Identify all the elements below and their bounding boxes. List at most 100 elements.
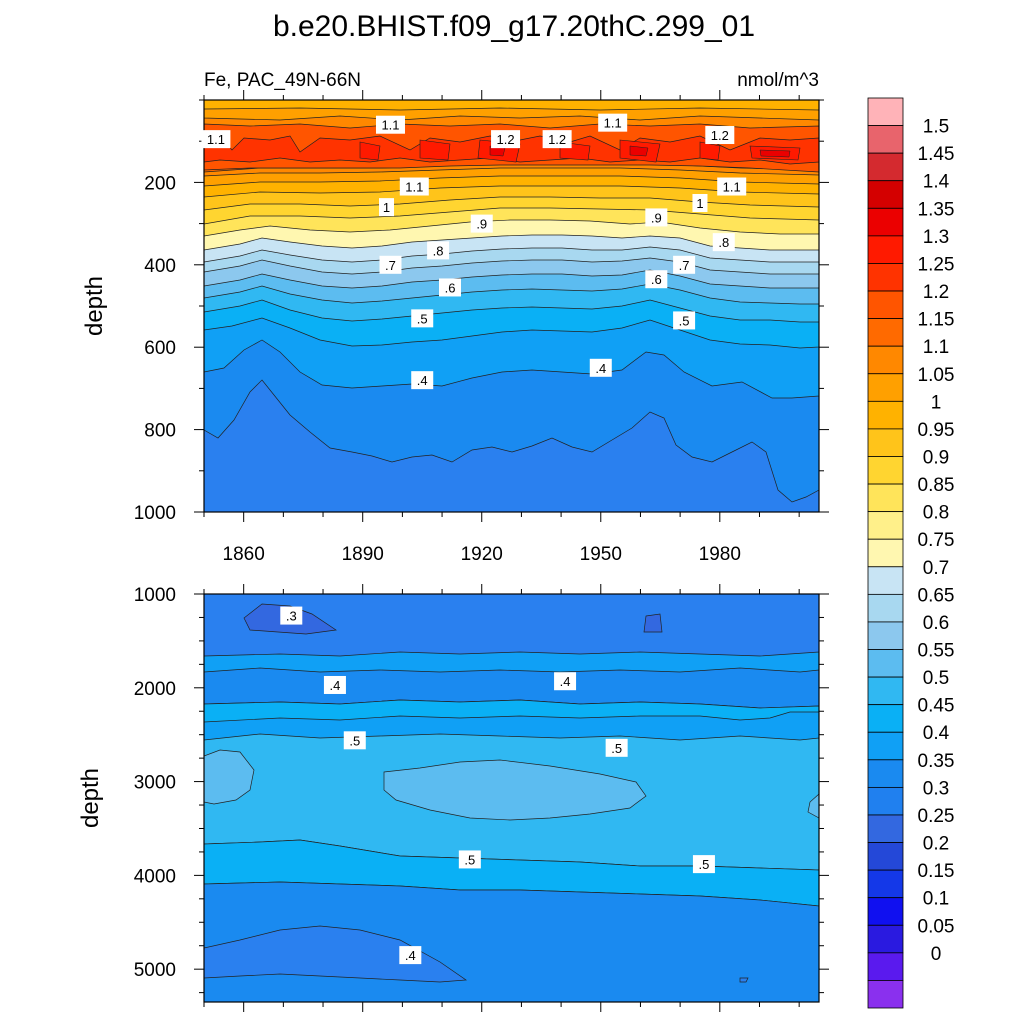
contour-label-box bbox=[399, 946, 422, 965]
contour-label-box bbox=[673, 311, 696, 330]
colorbar-level-label: 1.4 bbox=[923, 172, 950, 193]
upper-band-1.1-top bbox=[204, 100, 819, 111]
contour-label-text: .9 bbox=[651, 210, 662, 225]
colorbar-swatch bbox=[867, 593, 904, 623]
contour-label: .5 bbox=[692, 855, 715, 874]
contour-label-box bbox=[439, 278, 461, 297]
colorbar-level-label: 1.3 bbox=[923, 227, 949, 248]
contour-label-box bbox=[645, 208, 668, 227]
contour-label: 1.1 bbox=[201, 130, 231, 149]
contour-label-box bbox=[542, 130, 572, 149]
chart-title: b.e20.BHIST.f09_g17.20thC.299_01 bbox=[273, 10, 755, 43]
contour-label-box bbox=[491, 130, 521, 149]
colorbar-swatch bbox=[867, 676, 904, 706]
variable-label: Fe, PAC_49N-66N bbox=[204, 70, 361, 91]
contour-label: .6 bbox=[439, 278, 461, 297]
colorbar-level-label: 0.3 bbox=[923, 778, 949, 799]
contour-label: 1.2 bbox=[542, 130, 572, 149]
contour-label-box bbox=[717, 177, 747, 196]
contour-label-box bbox=[554, 672, 577, 691]
colorbar-swatch bbox=[867, 97, 904, 126]
y-tick-label: 3000 bbox=[134, 773, 176, 794]
upper-panel: 200 400 600 800 1000 1860 1890 1920 1950 1980 de… bbox=[81, 90, 829, 565]
colorbar-swatch bbox=[867, 318, 904, 347]
colorbar-swatch bbox=[867, 621, 904, 650]
contour-label: .4 bbox=[323, 675, 346, 694]
contour-label-box bbox=[673, 255, 696, 274]
contour-label-text: 1 bbox=[383, 200, 390, 215]
colorbar-labels: 1.5 1.45 1.4 1.35 1.3 1.25 1.2 1.15 1.1 1.05 1 0.95… bbox=[918, 117, 955, 965]
contour-label-box bbox=[692, 194, 708, 212]
contour-label-text: .5 bbox=[464, 852, 475, 867]
contour-label: .3 bbox=[280, 606, 303, 625]
y-tick-label: 200 bbox=[144, 173, 176, 194]
colorbar-swatch bbox=[867, 373, 904, 402]
contour-label-text: .7 bbox=[385, 258, 396, 273]
contour-label: 1.1 bbox=[598, 113, 628, 132]
contour-label: .5 bbox=[458, 850, 481, 869]
contour-label-box bbox=[323, 675, 346, 694]
lower-band-0.55-a bbox=[204, 749, 255, 805]
colorbar-swatch bbox=[867, 538, 904, 568]
contour-label-box bbox=[589, 358, 612, 377]
colorbar-swatch bbox=[867, 704, 904, 733]
contour-label: .7 bbox=[673, 255, 696, 274]
contour-label: .5 bbox=[343, 731, 366, 750]
colorbar-swatch bbox=[867, 263, 904, 292]
contour-label-text: 1.1 bbox=[381, 118, 399, 133]
contour-label-text: 1.2 bbox=[497, 132, 515, 147]
colorbar-level-label: 0.9 bbox=[923, 447, 949, 468]
lower-ticks bbox=[194, 584, 829, 1012]
colorbar-swatch bbox=[867, 814, 904, 843]
lower-contour-field bbox=[204, 594, 819, 1002]
colorbar-level-label: 1.2 bbox=[923, 282, 949, 303]
contour-label-box bbox=[399, 177, 429, 196]
contour-label: .9 bbox=[645, 208, 668, 227]
colorbar-level-label: 0.4 bbox=[923, 723, 950, 744]
colorbar-swatch bbox=[867, 566, 904, 595]
contour-label-box bbox=[692, 855, 715, 874]
contour-label-text: .5 bbox=[699, 857, 710, 872]
contour-label: .4 bbox=[554, 672, 577, 691]
contour-label: .4 bbox=[399, 946, 422, 965]
lower-frame bbox=[203, 593, 820, 1003]
contour-label: 1 bbox=[692, 194, 708, 212]
contour-label: .9 bbox=[470, 214, 493, 233]
upper-band-1.3 bbox=[359, 139, 801, 163]
colorbar-level-label: 0.65 bbox=[918, 585, 955, 606]
colorbar-level-label: 0.1 bbox=[923, 889, 949, 910]
contour-label-text: .4 bbox=[405, 948, 416, 963]
colorbar-level-label: 1 bbox=[931, 392, 942, 413]
y-tick-label: 800 bbox=[144, 421, 176, 442]
y-tick-label: 600 bbox=[144, 338, 176, 359]
colorbar-level-label: 0.7 bbox=[923, 558, 949, 579]
lower-band-0.55-c bbox=[807, 793, 819, 819]
upper-contour-field bbox=[204, 100, 819, 512]
y-tick-label: 2000 bbox=[134, 679, 176, 700]
contour-label-box bbox=[411, 371, 434, 390]
colorbar-level-label: 0.35 bbox=[918, 751, 955, 772]
contour-label-box bbox=[375, 115, 405, 134]
contour-label-text: .3 bbox=[286, 609, 297, 624]
colorbar-level-label: 1.35 bbox=[918, 199, 955, 220]
colorbar-level-label: 0 bbox=[931, 944, 942, 965]
colorbar-swatch bbox=[867, 924, 904, 954]
contour-label-text: .4 bbox=[330, 678, 341, 693]
lower-y-axis-title: depth bbox=[77, 768, 104, 828]
upper-ticks bbox=[194, 90, 829, 522]
colorbar-swatch bbox=[867, 869, 904, 899]
colorbar-swatch bbox=[867, 290, 904, 320]
colorbar-level-label: 0.05 bbox=[918, 916, 955, 937]
lower-band-0.55-b bbox=[383, 759, 647, 821]
colorbar-swatch bbox=[867, 980, 904, 1009]
x-tick-label: 1980 bbox=[699, 544, 741, 565]
contour-label-text: 1.1 bbox=[405, 180, 423, 195]
colorbar-swatch bbox=[867, 125, 904, 154]
contour-label: 1.2 bbox=[705, 126, 735, 145]
x-tick-label: 1950 bbox=[580, 544, 622, 565]
colorbar-level-label: 0.6 bbox=[923, 613, 949, 634]
contour-label-text: 1.1 bbox=[604, 116, 622, 131]
contour-label: .7 bbox=[379, 255, 402, 274]
contour-label-box bbox=[280, 606, 303, 625]
colorbar-level-label: 0.85 bbox=[918, 475, 955, 496]
